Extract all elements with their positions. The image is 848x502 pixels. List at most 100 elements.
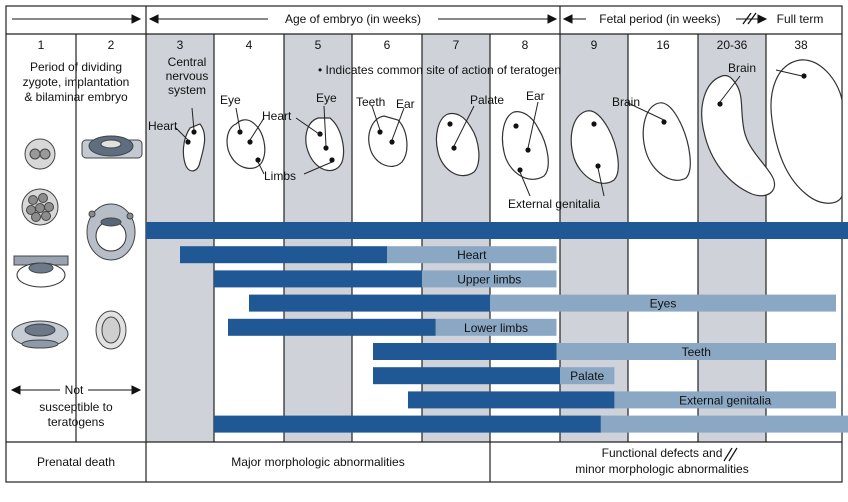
pointer-line (303, 161, 333, 175)
site-dot (661, 119, 667, 125)
site-dot (517, 167, 523, 173)
cns-label-line-2: nervous (166, 69, 209, 83)
brain-week-16-label: Brain (612, 95, 640, 109)
site-dot (447, 121, 453, 127)
early-stage-drawings (11, 135, 143, 350)
prenatal-death-label: Prenatal death (37, 455, 115, 469)
bar-dark-segment (228, 318, 436, 336)
fetus-week-16-icon (642, 102, 691, 181)
site-dot (525, 147, 531, 153)
site-dot (191, 129, 197, 135)
brain-week-38-label: Brain (728, 61, 756, 75)
embryo-week-6-icon (368, 115, 408, 167)
pointer-line (775, 69, 803, 77)
pointer-line (453, 105, 475, 147)
week-label: 16 (656, 38, 670, 52)
susceptibility-bars: Central nervous systemHeartUpper limbsEy… (146, 222, 848, 433)
limbs-label: Limbs (264, 169, 296, 183)
pointer-line (191, 107, 195, 131)
pointer-line (719, 75, 741, 103)
bar-light-segment (614, 391, 836, 409)
eye-week-4-label: Eye (220, 93, 241, 107)
bar-dark-segment (146, 222, 848, 239)
arrow-head (131, 14, 142, 24)
break-mark (742, 12, 752, 25)
palate-label: Palate (470, 93, 504, 107)
susceptible-line-1: susceptible to (39, 400, 113, 414)
chorionic-sac-icon (86, 203, 136, 261)
embryo-week-8-icon (501, 111, 549, 180)
blastocyst-implantation-icon (13, 255, 69, 288)
ear-week-8-label: Ear (526, 89, 545, 103)
site-dot (389, 139, 395, 145)
bar-light-segment (556, 343, 836, 360)
bar-label: Eyes (650, 297, 677, 311)
cns-label-line-1: Central (168, 55, 207, 69)
arrow-head (547, 14, 558, 24)
site-dot (591, 121, 597, 127)
break-mark (747, 12, 757, 25)
week-label: 20-36 (717, 38, 748, 52)
bar-label: Heart (457, 248, 487, 262)
bar-label: Upper limbs (457, 272, 521, 286)
bar-light-segment (600, 415, 848, 433)
week-label: 2 (108, 38, 115, 52)
functional-defects-line-1: Functional defects and (602, 446, 723, 460)
bar-dark-segment (373, 343, 557, 360)
arrow-head (131, 385, 142, 395)
ear-week-6-label: Ear (396, 97, 415, 111)
site-dot (247, 139, 253, 145)
pointer-line (257, 161, 265, 175)
embryo-week-7-icon (435, 112, 480, 177)
period-text-line-2: zygote, implantation (23, 75, 130, 89)
week-label: 4 (246, 38, 253, 52)
bar-light-segment (560, 367, 615, 385)
bilaminar-disc-icon (11, 320, 69, 349)
embryo-week-3-icon (182, 123, 206, 172)
site-dot (329, 157, 335, 163)
pointer-line (519, 171, 531, 197)
week-label: 3 (177, 38, 184, 52)
bar-dark-segment (373, 367, 560, 385)
external-genitalia-label: External genitalia (508, 197, 600, 211)
site-dot (717, 101, 723, 107)
pointer-line (597, 167, 605, 197)
site-dot (255, 157, 261, 163)
arrow-head (148, 14, 159, 24)
header-arrows (12, 12, 768, 25)
arrow-head (562, 14, 573, 24)
pointer-line (249, 117, 265, 141)
zygote-2cell-icon (24, 138, 56, 170)
bar-label: Palate (570, 369, 604, 383)
site-dot (237, 129, 243, 135)
bar-light-segment (422, 270, 557, 288)
week-label: 8 (522, 38, 529, 52)
bar-label: Teeth (682, 345, 711, 359)
break-mark (728, 447, 738, 462)
pointer-lines (175, 69, 803, 197)
functional-defects-line-2: minor morphologic abnormalities (575, 462, 748, 476)
cns-label-line-3: system (168, 83, 206, 97)
eye-week-5-label: Eye (316, 91, 337, 105)
pointer-line (295, 117, 323, 137)
pointer-line (235, 107, 241, 131)
bar-dark-segment (180, 246, 387, 264)
bar-light-segment (387, 246, 557, 264)
site-dot (185, 139, 191, 145)
heart-week-3-label: Heart (148, 119, 178, 133)
fetus-week-9-icon (570, 110, 619, 184)
embryo-sketches (182, 59, 843, 204)
site-dot (377, 129, 383, 135)
fetus-week-38-icon (770, 59, 843, 204)
bar-light-segment (490, 294, 836, 312)
pointer-line (625, 101, 665, 121)
bar-dark-segment (249, 294, 490, 312)
pointer-line (527, 101, 539, 149)
site-dot (451, 145, 457, 151)
not-label: Not (65, 383, 84, 397)
week-label: 5 (315, 38, 322, 52)
major-abnormalities-label: Major morphologic abnormalities (231, 455, 404, 469)
pointer-line (323, 105, 327, 147)
